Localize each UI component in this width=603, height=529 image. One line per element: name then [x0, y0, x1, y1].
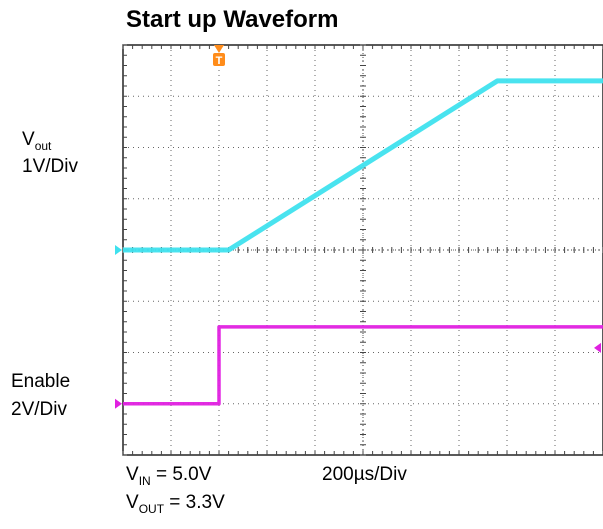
trigger-badge [213, 53, 225, 66]
enable-ground-marker [115, 398, 122, 409]
enable-channel-label: Enable [11, 371, 71, 392]
trigger-label: T [216, 55, 223, 67]
vout-trace [123, 78, 603, 253]
vout-channel-label: Vout [22, 129, 52, 153]
enable-trace [123, 325, 603, 406]
trigger-arrow-icon [214, 45, 224, 53]
vin-condition-label: VIN = 5.0V [126, 464, 212, 488]
time-scale-label: 200µs/Div [322, 464, 407, 485]
vout-scale-label: 1V/Div [22, 156, 78, 177]
vout-condition-label: VOUT = 3.3V [126, 492, 225, 516]
vout-ground-marker [115, 245, 122, 255]
enable-level-marker [594, 342, 601, 353]
enable-scale-label: 2V/Div [11, 399, 67, 420]
chart-title: Start up Waveform [126, 6, 339, 33]
